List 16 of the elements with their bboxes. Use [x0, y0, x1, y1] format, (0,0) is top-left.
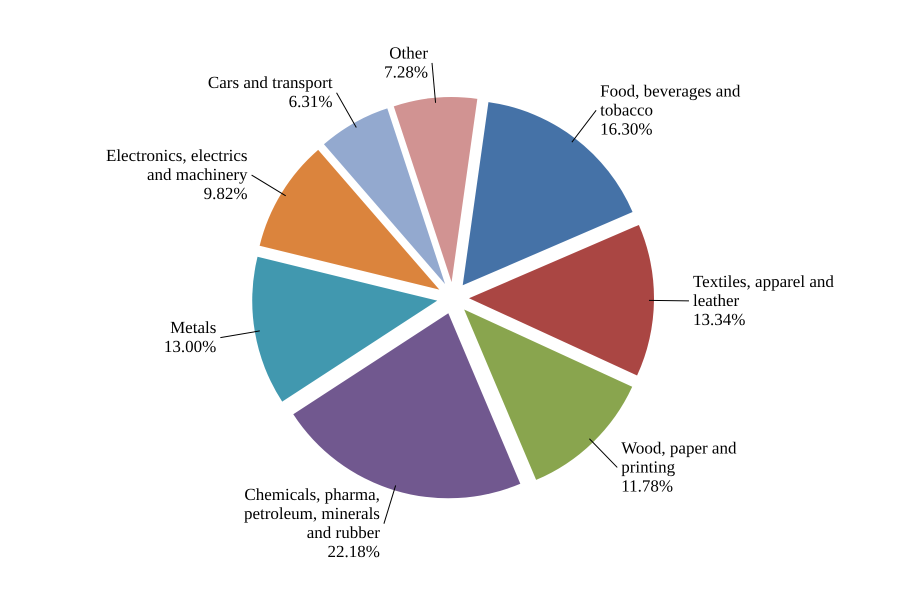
data-label: 6.31%	[288, 92, 333, 112]
slice-label: Textiles, apparel and leather	[692, 272, 834, 310]
slice-label: Food, beverages and tobacco	[600, 81, 741, 120]
data-label: 9.82%	[204, 184, 248, 204]
data-label: 16.30%	[600, 119, 653, 138]
slice-label: Metals	[170, 318, 216, 338]
slice-label: Chemicals, pharma, petroleum, minerals and rubber	[244, 485, 380, 542]
data-label: 22.18%	[328, 542, 380, 562]
data-label: 13.34%	[692, 310, 746, 329]
slice-label: Wood, paper and printing	[621, 438, 737, 476]
slice-label: Cars and transport	[208, 73, 333, 92]
data-label: 13.00%	[164, 337, 216, 356]
data-label: 11.78%	[621, 476, 674, 496]
data-label: 7.28%	[384, 62, 428, 82]
slice-label: Electronics, electrics and machinery	[106, 146, 248, 184]
slice-label: Other	[389, 43, 428, 62]
